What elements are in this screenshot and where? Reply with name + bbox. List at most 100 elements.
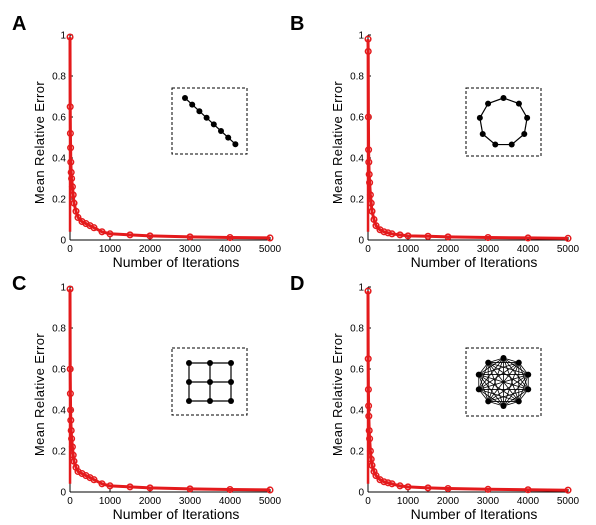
data-point — [66, 365, 74, 373]
x-tick-label: 5000 — [259, 496, 282, 507]
data-point — [524, 486, 532, 494]
data-point — [367, 199, 375, 207]
x-tick-label: 3000 — [179, 244, 202, 255]
graph-node — [189, 101, 196, 108]
x-tick-label: 2000 — [139, 244, 162, 255]
y-tick-label: 0.6 — [350, 365, 364, 376]
data-point — [366, 191, 374, 199]
graph-node — [182, 95, 188, 101]
y-axis-label: Mean Relative Error — [330, 333, 345, 456]
data-point — [384, 229, 392, 237]
x-tick-label: 1000 — [99, 496, 122, 507]
graph-node — [508, 141, 515, 148]
y-axis-label: Mean Relative Error — [32, 333, 47, 456]
x-tick-label: 4000 — [517, 496, 540, 507]
graph-edge — [478, 374, 489, 402]
graph-edge — [478, 374, 504, 407]
x-tick-label: 3000 — [179, 496, 202, 507]
data-point — [364, 385, 372, 394]
data-point — [67, 144, 75, 152]
data-point — [146, 484, 154, 492]
graph-node — [485, 100, 492, 107]
data-point — [90, 224, 98, 232]
data-point — [380, 478, 388, 486]
x-tick-label: 1000 — [99, 244, 122, 255]
data-point — [484, 485, 492, 493]
graph-edge — [487, 362, 520, 402]
data-point — [388, 230, 396, 238]
y-tick-label: 0.8 — [350, 72, 364, 83]
inset-graph — [475, 355, 532, 409]
data-point — [365, 158, 373, 166]
x-tick-label: 0 — [67, 496, 73, 507]
x-tick-label: 5000 — [557, 244, 580, 255]
x-tick-label: 0 — [365, 496, 371, 507]
graph-edge — [487, 362, 529, 390]
panel-b: B 0 1000 2000 3000 4000 5000 0 0.2 0.4 0.6 0.8 1 Numb… — [290, 13, 580, 270]
graph-edge — [478, 389, 519, 402]
y-tick-label: 1 — [60, 283, 66, 294]
y-tick-label: 1 — [358, 31, 364, 42]
graph-node — [225, 134, 232, 141]
y-tick-label: 0.8 — [52, 72, 66, 83]
y-tick-label: 0 — [60, 236, 66, 247]
data-point — [366, 435, 374, 443]
data-point — [90, 476, 98, 484]
data-point — [404, 483, 412, 491]
data-point — [126, 231, 134, 239]
data-point — [226, 485, 234, 494]
x-tick-label: 4000 — [219, 496, 242, 507]
data-point — [67, 426, 75, 435]
y-tick-label: 0.4 — [52, 154, 66, 165]
data-point — [364, 355, 372, 363]
y-tick-label: 0.4 — [52, 406, 66, 417]
graph-edge — [478, 389, 504, 407]
data-point — [365, 402, 373, 410]
x-tick-label: 3000 — [477, 496, 500, 507]
x-tick-label: 1000 — [397, 496, 420, 507]
graph-node — [476, 114, 483, 121]
graph-node — [500, 95, 507, 101]
panel-letter: D — [290, 273, 304, 295]
data-point — [68, 183, 76, 191]
panel-letter: A — [12, 13, 26, 35]
graph-node — [479, 131, 486, 137]
data-point — [66, 390, 74, 398]
data-point — [68, 435, 76, 443]
graph-node — [186, 360, 192, 366]
data-point — [404, 232, 412, 240]
graph-node — [218, 128, 224, 134]
y-tick-label: 0.6 — [52, 113, 66, 124]
data-point — [396, 482, 404, 490]
data-point — [66, 285, 74, 293]
y-tick-label: 0 — [60, 488, 66, 499]
graph-edge — [478, 362, 519, 375]
y-tick-label: 0.2 — [350, 195, 364, 206]
data-point — [226, 233, 234, 242]
x-axis-label: Number of Iterations — [113, 506, 240, 522]
graph-node — [207, 379, 213, 385]
data-point — [68, 174, 76, 183]
data-point — [106, 230, 114, 238]
graph-edge — [488, 389, 529, 402]
data-point — [364, 35, 372, 43]
data-point — [186, 233, 194, 241]
graph-edge — [478, 362, 489, 390]
data-point — [370, 215, 378, 224]
data-point — [366, 447, 374, 455]
graph-node — [203, 114, 210, 121]
x-tick-label: 0 — [365, 244, 371, 255]
y-tick-label: 0.4 — [350, 154, 364, 165]
data-point — [98, 480, 106, 488]
data-point — [67, 158, 75, 166]
panel-letter: B — [290, 13, 304, 35]
data-point — [266, 486, 274, 494]
graph-node — [186, 398, 192, 404]
graph-node — [500, 403, 507, 409]
data-point — [364, 47, 372, 55]
panel-a: A 0 1000 2000 3000 4000 5000 0 0.2 0.4 0.6 0.8 1 Numb… — [12, 13, 282, 270]
data-point — [388, 480, 396, 488]
y-tick-label: 0.2 — [350, 447, 364, 458]
y-tick-label: 0.6 — [350, 113, 364, 124]
panel-c: C 0 1000 2000 3000 4000 5000 0 0.2 0.4 0.6 0.8 1 Numb… — [12, 273, 282, 522]
